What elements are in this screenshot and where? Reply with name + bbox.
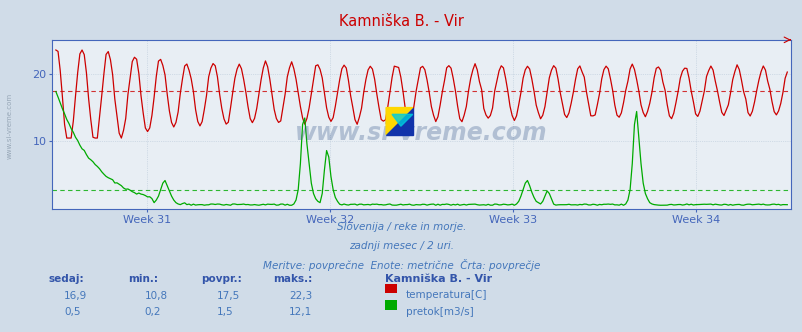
Polygon shape xyxy=(386,108,412,135)
Text: 22,3: 22,3 xyxy=(289,290,312,300)
Text: 0,5: 0,5 xyxy=(64,307,81,317)
Text: pretok[m3/s]: pretok[m3/s] xyxy=(405,307,472,317)
Text: 17,5: 17,5 xyxy=(217,290,240,300)
Text: sedaj:: sedaj: xyxy=(48,274,83,284)
Text: povpr.:: povpr.: xyxy=(200,274,241,284)
Text: 10,8: 10,8 xyxy=(144,290,168,300)
Text: min.:: min.: xyxy=(128,274,158,284)
Text: maks.:: maks.: xyxy=(273,274,312,284)
Polygon shape xyxy=(386,108,412,135)
Text: 0,2: 0,2 xyxy=(144,307,161,317)
Text: temperatura[C]: temperatura[C] xyxy=(405,290,486,300)
Text: www.si-vreme.com: www.si-vreme.com xyxy=(6,93,13,159)
Text: 12,1: 12,1 xyxy=(289,307,312,317)
Text: 16,9: 16,9 xyxy=(64,290,87,300)
Text: Meritve: povprečne  Enote: metrične  Črta: povprečje: Meritve: povprečne Enote: metrične Črta:… xyxy=(262,259,540,271)
Text: www.si-vreme.com: www.si-vreme.com xyxy=(295,121,547,145)
Text: 1,5: 1,5 xyxy=(217,307,233,317)
Polygon shape xyxy=(391,114,412,126)
Text: Slovenija / reke in morje.: Slovenija / reke in morje. xyxy=(336,222,466,232)
Text: zadnji mesec / 2 uri.: zadnji mesec / 2 uri. xyxy=(349,241,453,251)
Text: Kamniška B. - Vir: Kamniška B. - Vir xyxy=(385,274,492,284)
Text: Kamniška B. - Vir: Kamniška B. - Vir xyxy=(338,14,464,29)
